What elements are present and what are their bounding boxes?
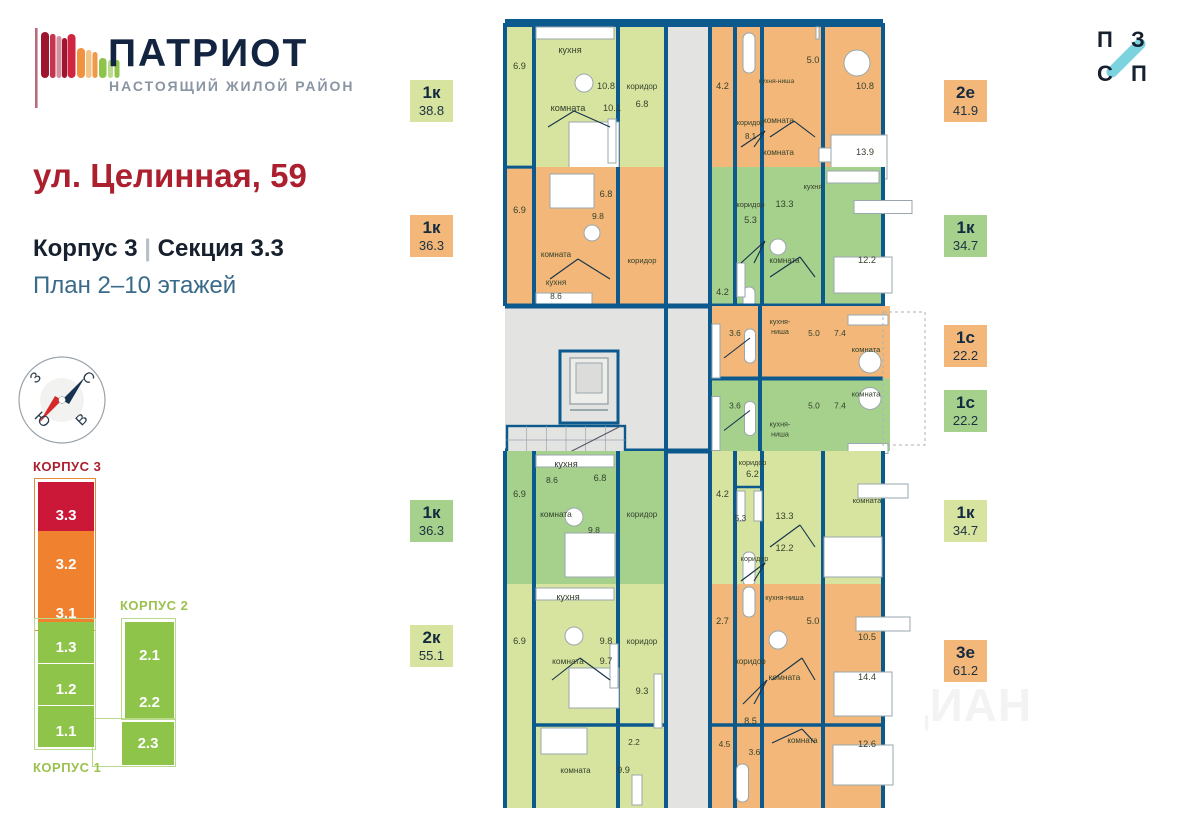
svg-text:6.2: 6.2 (746, 469, 759, 479)
svg-text:кухня: кухня (804, 182, 823, 191)
svg-text:З: З (1131, 28, 1145, 52)
svg-text:10.5: 10.5 (858, 632, 876, 642)
svg-text:8.5: 8.5 (744, 716, 757, 726)
svg-text:3.6: 3.6 (729, 401, 741, 411)
svg-text:4.5: 4.5 (719, 739, 731, 749)
svg-text:5.0: 5.0 (808, 401, 820, 411)
svg-text:кухня: кухня (546, 278, 566, 287)
svg-text:9.3: 9.3 (636, 686, 649, 696)
svg-text:кухня-: кухня- (770, 420, 791, 429)
svg-text:комната: комната (540, 509, 572, 519)
svg-text:10.1: 10.1 (603, 103, 621, 113)
svg-text:5.0: 5.0 (808, 328, 820, 338)
svg-text:комната: комната (853, 496, 882, 505)
svg-text:8.6: 8.6 (546, 475, 558, 485)
svg-text:6.8: 6.8 (636, 99, 649, 109)
svg-text:коридор: коридор (739, 458, 766, 467)
svg-text:4.2: 4.2 (716, 287, 729, 297)
svg-text:6.9: 6.9 (513, 489, 526, 499)
svg-text:12.2: 12.2 (776, 543, 794, 553)
svg-text:5.3: 5.3 (744, 215, 757, 225)
svg-text:комната: комната (552, 656, 584, 666)
svg-text:6.8: 6.8 (600, 189, 613, 199)
svg-text:6.9: 6.9 (513, 636, 526, 646)
svg-text:ниша: ниша (771, 327, 789, 336)
svg-text:комната: комната (769, 672, 801, 682)
svg-text:10.8: 10.8 (856, 81, 874, 91)
svg-text:12.6: 12.6 (858, 739, 876, 749)
svg-text:комната: комната (551, 103, 587, 113)
svg-text:кухня: кухня (554, 459, 577, 469)
svg-text:комната: комната (769, 256, 800, 265)
svg-text:П: П (1097, 28, 1113, 52)
svg-text:3.6: 3.6 (749, 747, 761, 757)
svg-text:13.9: 13.9 (856, 147, 874, 157)
svg-text:5.3: 5.3 (735, 514, 747, 523)
svg-text:кухня: кухня (556, 592, 579, 602)
svg-text:коридор: коридор (627, 82, 658, 91)
svg-text:4.2: 4.2 (716, 81, 729, 91)
svg-text:5.0: 5.0 (807, 55, 820, 65)
svg-text:коридор: коридор (628, 256, 657, 265)
svg-text:коридор: коридор (736, 200, 764, 209)
svg-text:кухня: кухня (558, 45, 581, 55)
svg-text:9.9: 9.9 (617, 765, 630, 775)
svg-text:2.2: 2.2 (628, 737, 640, 747)
svg-text:6.9: 6.9 (513, 61, 526, 71)
svg-text:коридор: коридор (735, 657, 766, 666)
svg-text:комната: комната (787, 736, 818, 745)
svg-text:4.2: 4.2 (716, 489, 729, 499)
svg-text:ниша: ниша (771, 430, 789, 439)
svg-text:13.3: 13.3 (776, 199, 794, 209)
svg-text:коридор: коридор (627, 637, 658, 646)
svg-text:кухня-ниша: кухня-ниша (765, 593, 803, 602)
svg-text:коридор: коридор (741, 554, 768, 563)
svg-text:13.3: 13.3 (776, 511, 794, 521)
svg-text:П: П (1131, 61, 1147, 86)
svg-text:7.4: 7.4 (834, 401, 846, 411)
svg-text:3.6: 3.6 (729, 328, 741, 338)
svg-text:кухня-ниша: кухня-ниша (759, 78, 795, 85)
svg-text:7.4: 7.4 (834, 328, 846, 338)
svg-text:2.7: 2.7 (716, 616, 729, 626)
svg-text:комната: комната (541, 250, 572, 259)
svg-text:10.8: 10.8 (597, 81, 615, 91)
svg-text:комната: комната (763, 148, 794, 157)
svg-text:6.8: 6.8 (594, 473, 607, 483)
svg-text:5.0: 5.0 (807, 616, 820, 626)
svg-text:кухня-: кухня- (770, 317, 791, 326)
svg-text:комната: комната (560, 766, 591, 775)
svg-text:8.1: 8.1 (745, 132, 757, 141)
svg-text:9.8: 9.8 (592, 211, 604, 221)
svg-text:9.8: 9.8 (600, 636, 613, 646)
svg-text:комната: комната (852, 390, 881, 399)
svg-text:С: С (1097, 61, 1113, 86)
svg-text:коридор: коридор (737, 118, 764, 127)
svg-text:6.9: 6.9 (513, 205, 526, 215)
svg-text:9.7: 9.7 (600, 656, 613, 666)
svg-text:8.6: 8.6 (550, 291, 562, 301)
svg-text:коридор: коридор (627, 510, 658, 519)
svg-text:комната: комната (763, 116, 794, 125)
svg-text:12.2: 12.2 (858, 255, 876, 265)
svg-text:комната: комната (852, 345, 881, 354)
svg-text:9.8: 9.8 (588, 525, 600, 535)
